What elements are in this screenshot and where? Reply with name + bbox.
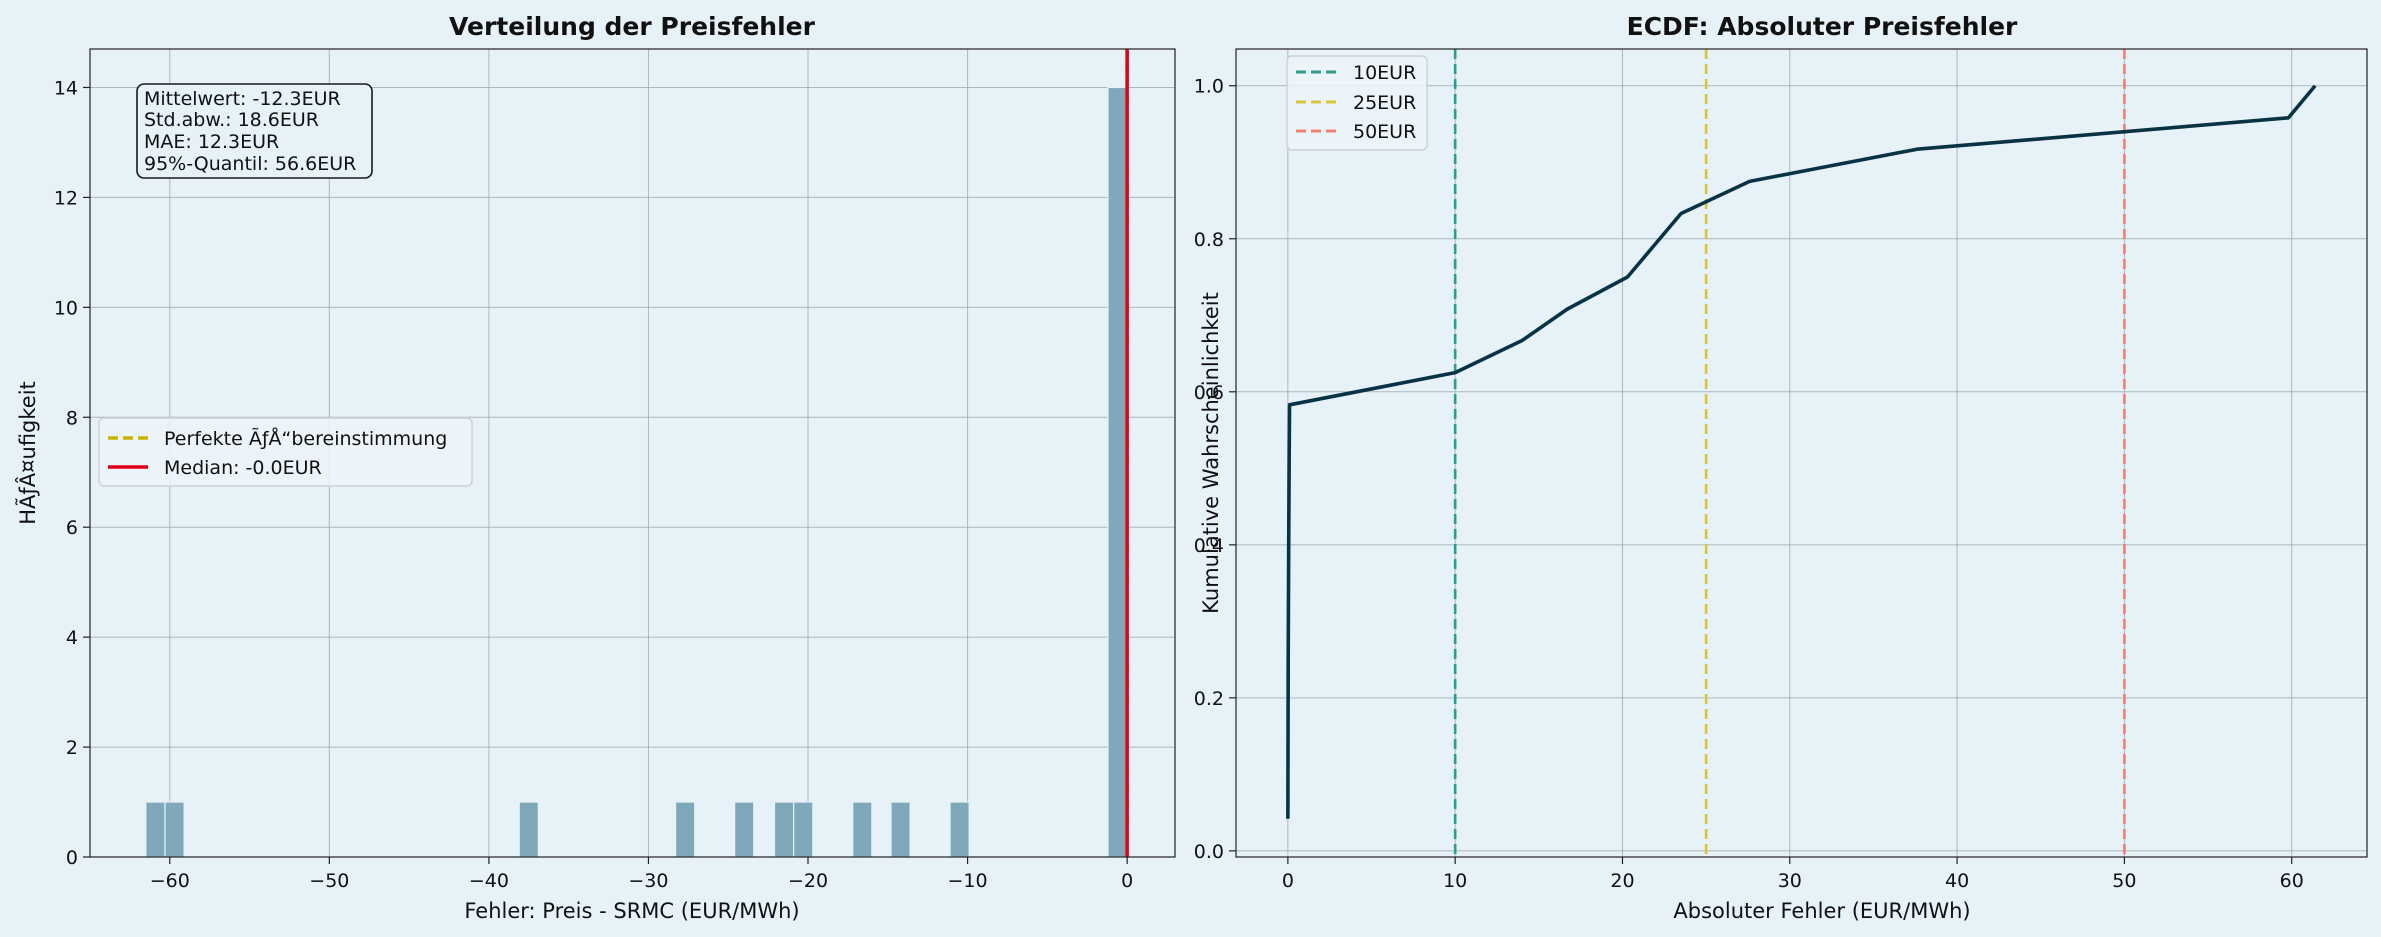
hist-y-tick-label: 4 [66,627,78,649]
histogram-bar [852,801,873,858]
histogram-x-axis-label: Fehler: Preis - SRMC (EUR/MWh) [464,899,799,923]
hist-x-tick-label: −50 [309,870,349,892]
ecdf-plot-border [1235,48,2368,858]
hist-x-tick-label: −30 [628,870,668,892]
hist-x-tick-label: −60 [150,870,190,892]
ecdf-ticks: 0 10 20 30 40 50 60 0.0 0.2 0.4 0.6 0.8 1.0 [1194,76,2304,892]
hist-y-tick-label: 12 [54,187,78,209]
ecdf-x-tick-label: 60 [2280,870,2304,892]
ecdf-y-axis-label: Kumulative Wahrscheinlichkeit [1199,292,1223,614]
histogram-bar [518,801,539,858]
stats-line-mae: MAE: 12.3EUR [144,131,279,153]
histogram-legend: Perfekte ÃƒÅ“bereinstimmung Median: -0.0… [98,417,473,487]
stats-line-std: Std.abw.: 18.6EUR [144,109,319,131]
hist-x-tick-label: −20 [788,870,828,892]
ecdf-line [1286,84,2317,819]
hist-y-tick-label: 14 [54,77,78,99]
hist-y-tick-label: 6 [66,517,78,539]
legend-label-perfect-match: Perfekte ÃƒÅ“bereinstimmung [164,427,447,450]
stats-line-quantile: 95%-Quantil: 56.6EUR [144,153,356,175]
histogram-bar [164,801,185,858]
hist-y-tick-label: 10 [54,297,78,319]
ecdf-x-tick-label: 40 [1945,870,1969,892]
hist-x-tick-label: −10 [948,870,988,892]
histogram-plot-border [89,48,1176,858]
histogram-bar [145,801,166,858]
ecdf-x-tick-label: 10 [1443,870,1467,892]
histogram-bar [734,801,755,858]
ecdf-y-tick-label: 0.0 [1194,841,1224,863]
ecdf-x-tick-label: 50 [2112,870,2136,892]
ecdf-title: ECDF: Absoluter Preisfehler [1627,12,2018,41]
histogram-panel: −60 −50 −40 −30 −20 −10 0 0 2 4 6 8 10 12 14 Verteilun… [14,12,1176,923]
hist-y-tick-label: 0 [66,847,78,869]
histogram-bar [1107,86,1128,858]
histogram-stats-box: Mittelwert: -12.3EUR Std.abw.: 18.6EUR M… [136,83,373,179]
stats-line-mean: Mittelwert: -12.3EUR [144,88,341,110]
histogram-bar [890,801,911,858]
hist-y-tick-label: 2 [66,737,78,759]
histogram-y-axis-label: HÃƒÂ¤ufigkeit [14,381,40,525]
hist-x-tick-label: 0 [1121,870,1133,892]
ecdf-y-tick-label: 0.2 [1194,688,1224,710]
ecdf-grid [1236,49,2367,857]
histogram-bars [145,86,1128,858]
histogram-bar [674,801,696,858]
ecdf-x-tick-label: 20 [1610,870,1634,892]
ecdf-x-axis-label: Absoluter Fehler (EUR/MWh) [1673,899,1970,923]
ecdf-y-tick-label: 1.0 [1194,76,1224,98]
ecdf-panel: 0 10 20 30 40 50 60 0.0 0.2 0.4 0.6 0.8 1.0 ECDF: Ab… [1194,12,2368,923]
ecdf-plot-area [1236,49,2367,857]
ecdf-y-tick-label: 0.8 [1194,229,1224,251]
histogram-title: Verteilung der Preisfehler [449,12,816,41]
ecdf-legend: 10EUR 25EUR 50EUR [1286,55,1428,151]
histogram-bar [949,801,970,858]
ecdf-y-tick-label: 0.6 [1194,382,1224,404]
ecdf-y-tick-label: 0.4 [1194,535,1224,557]
hist-y-tick-label: 8 [66,407,78,429]
legend-label-25eur: 25EUR [1353,92,1416,114]
histogram-bar [793,801,814,858]
ecdf-x-tick-label: 0 [1282,870,1294,892]
ecdf-x-tick-label: 30 [1778,870,1802,892]
histogram-bar [773,801,795,858]
histogram-ticks: −60 −50 −40 −30 −20 −10 0 0 2 4 6 8 10 12 14 [54,77,1133,892]
legend-label-median: Median: -0.0EUR [164,457,322,479]
hist-x-tick-label: −40 [469,870,509,892]
legend-label-10eur: 10EUR [1353,62,1416,84]
legend-label-50eur: 50EUR [1353,121,1416,143]
